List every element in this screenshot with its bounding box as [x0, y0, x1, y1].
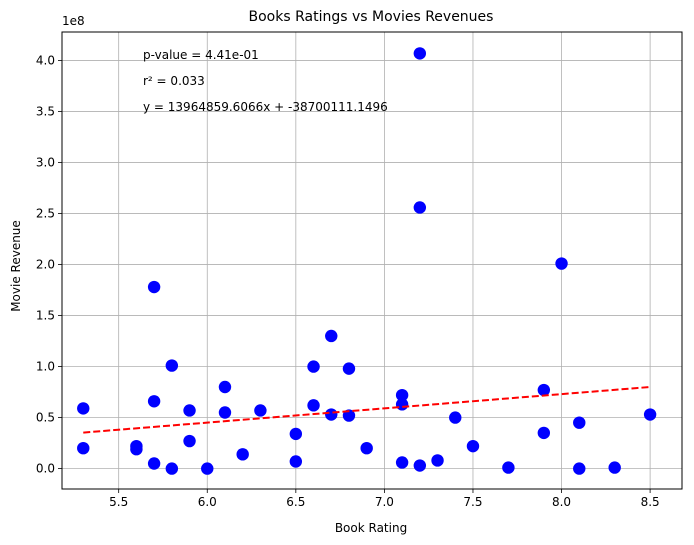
y-tick-label: 0.5: [36, 411, 55, 425]
data-points: [77, 47, 657, 475]
y-tick-label: 1.5: [36, 309, 55, 323]
data-point: [413, 201, 427, 214]
x-tick-label: 7.0: [375, 495, 394, 509]
data-point: [165, 359, 179, 372]
plot-frame: [61, 31, 683, 490]
y-tick-label: 3.5: [36, 105, 55, 119]
y-ticks: 0.0 0.5 1.0 1.5 2.0 2.5 3.0 3.5 4.0: [36, 54, 62, 476]
data-point: [183, 404, 196, 417]
data-point: [537, 383, 551, 397]
stat-annotation: y = 13964859.6066x + -38700111.1496: [143, 100, 388, 114]
x-tick-label: 7.5: [463, 495, 482, 509]
data-point: [307, 360, 320, 373]
data-point: [608, 461, 621, 474]
data-point: [395, 388, 409, 402]
data-point: [236, 448, 249, 461]
data-point: [573, 462, 586, 475]
y-offset-label: 1e8: [62, 14, 85, 28]
data-point: [431, 454, 444, 467]
data-point: [325, 408, 338, 421]
data-point: [183, 434, 196, 448]
data-point: [218, 406, 232, 419]
x-tick-label: 6.5: [286, 495, 305, 509]
data-point: [395, 456, 409, 469]
data-point: [147, 280, 161, 294]
stat-annotation: r² = 0.033: [143, 74, 205, 88]
data-point: [360, 441, 373, 455]
data-point: [147, 457, 161, 470]
data-point: [218, 380, 232, 394]
annotations: p-value = 4.41e-01 r² = 0.033 y = 13964859…: [143, 48, 388, 114]
chart-title: Books Ratings vs Movies Revenues: [249, 9, 494, 25]
data-point: [537, 426, 551, 440]
data-point: [77, 402, 90, 415]
data-point: [147, 395, 161, 408]
data-point: [307, 399, 320, 412]
x-tick-label: 5.5: [109, 495, 128, 509]
data-point: [165, 462, 179, 475]
y-axis-label: Movie Revenue: [9, 220, 23, 312]
data-point: [555, 257, 568, 270]
x-ticks: 5.5 6.0 6.5 7.0 7.5 8.0 8.5: [109, 489, 660, 509]
data-point: [573, 416, 586, 429]
x-tick-label: 8.0: [552, 495, 571, 509]
data-point: [201, 462, 214, 475]
data-point: [449, 411, 462, 424]
data-point: [395, 398, 409, 411]
data-point: [502, 461, 515, 474]
y-tick-label: 2.5: [36, 207, 55, 221]
data-point: [413, 459, 427, 472]
data-point: [466, 439, 480, 453]
data-point: [289, 455, 303, 468]
y-tick-label: 0.0: [36, 462, 55, 476]
data-point: [130, 443, 143, 456]
y-tick-label: 4.0: [36, 54, 55, 68]
data-point: [289, 427, 303, 441]
data-point: [413, 47, 427, 60]
y-tick-label: 2.0: [36, 258, 55, 272]
regression-line: [83, 385, 651, 434]
data-point: [325, 329, 338, 343]
y-tick-label: 3.0: [36, 156, 55, 170]
data-point: [254, 404, 267, 417]
regression-line-group: [83, 385, 651, 434]
x-tick-label: 8.5: [641, 495, 660, 509]
x-tick-label: 6.0: [198, 495, 217, 509]
data-point: [77, 441, 90, 455]
y-tick-label: 1.0: [36, 360, 55, 374]
data-point: [643, 408, 657, 421]
data-point: [342, 362, 356, 375]
stat-annotation: p-value = 4.41e-01: [143, 48, 259, 62]
x-axis-label: Book Rating: [335, 521, 407, 535]
